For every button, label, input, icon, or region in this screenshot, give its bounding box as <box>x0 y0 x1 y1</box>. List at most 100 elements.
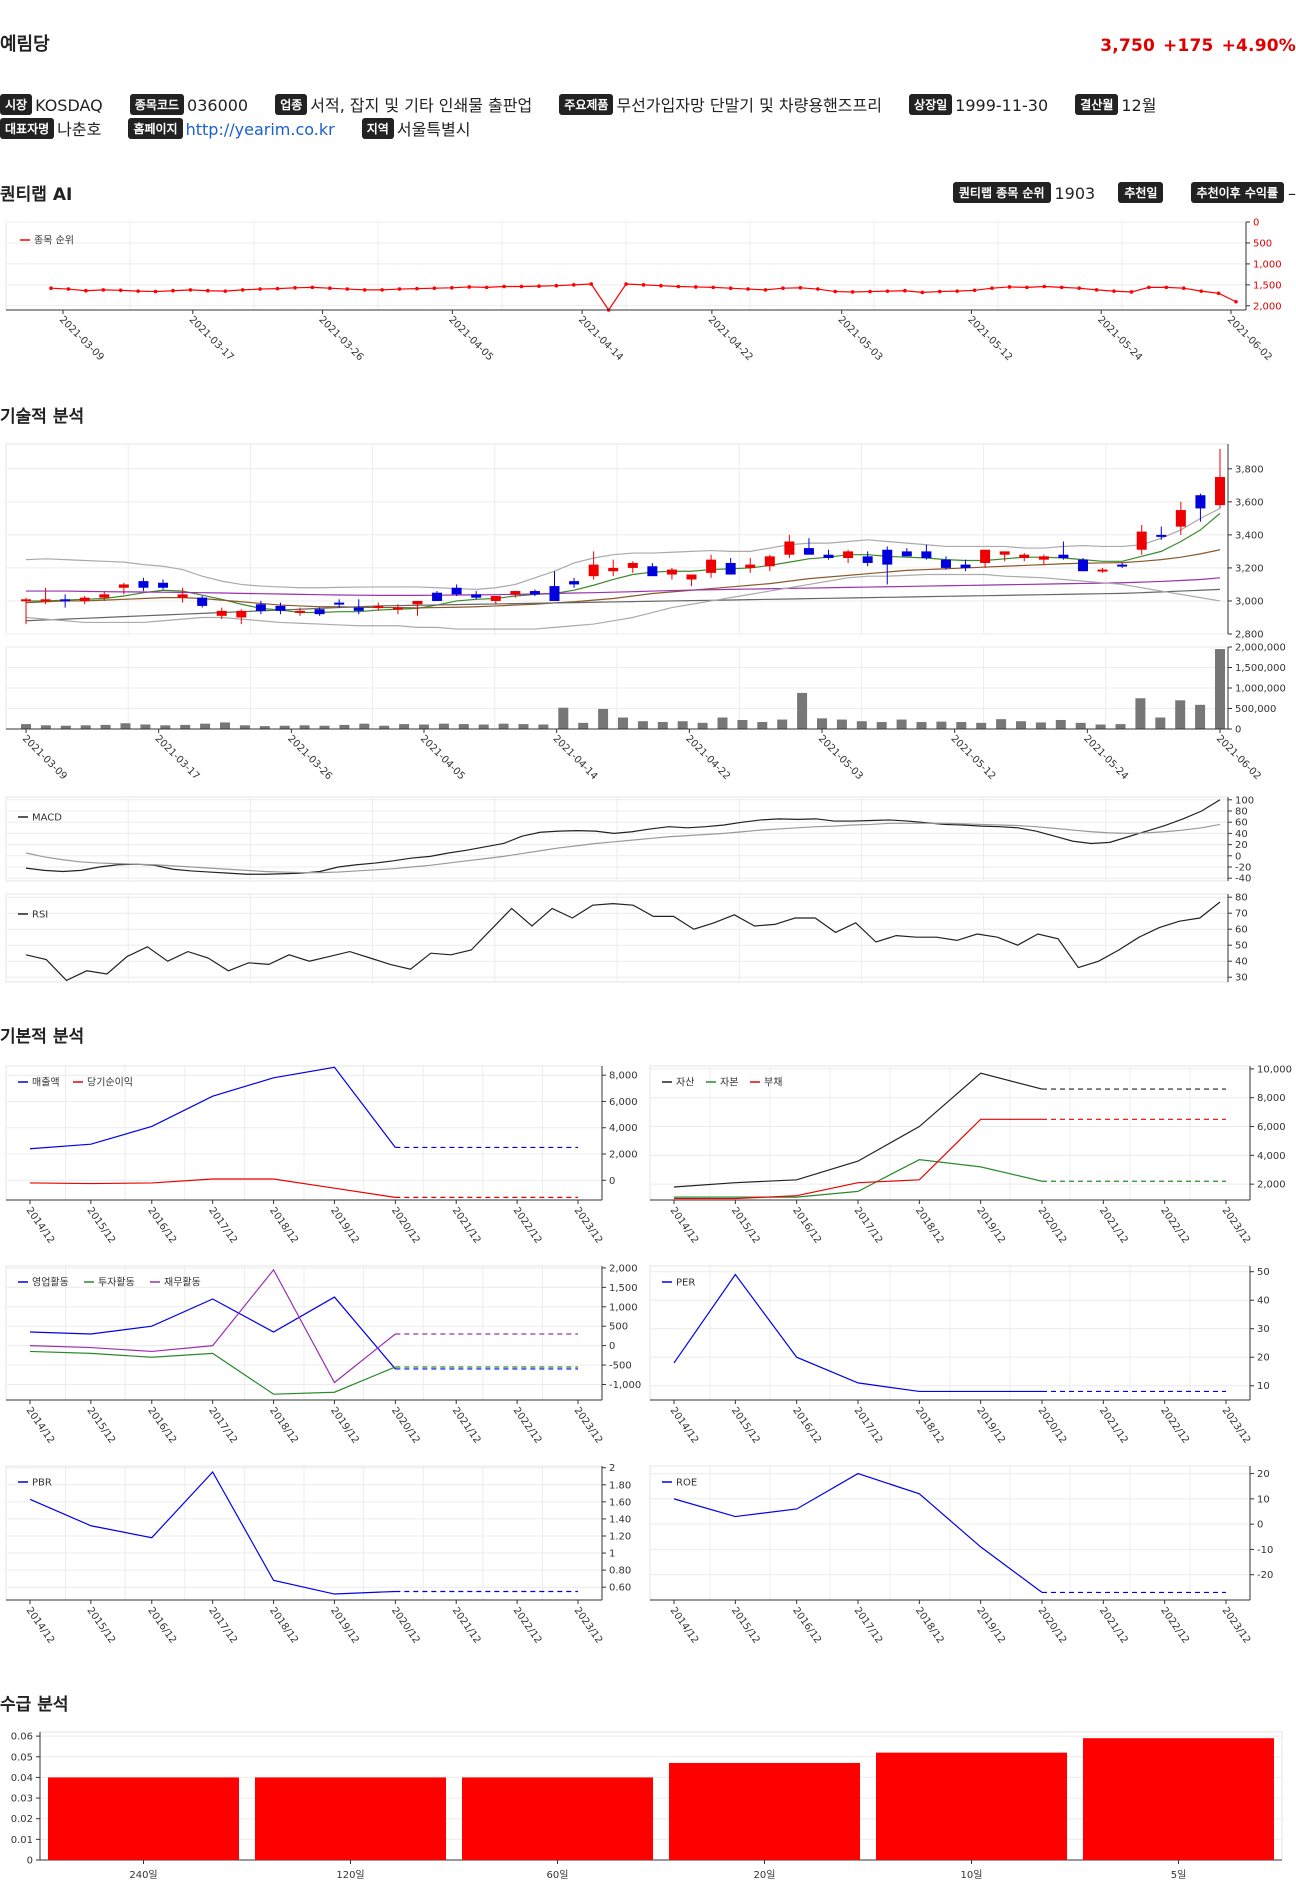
candle-body <box>706 559 717 573</box>
y-tick-label: 4,000 <box>609 1123 638 1134</box>
candle-body <box>647 566 658 577</box>
supply-bar <box>876 1752 1067 1860</box>
candle-body <box>1136 531 1147 550</box>
balance-series-line <box>673 1072 1043 1188</box>
volume-bar <box>1155 717 1166 729</box>
y-tick-label: 60 <box>1235 818 1248 829</box>
y-tick-label: 0.06 <box>11 1732 33 1743</box>
y-tick-label: -20 <box>1257 1570 1273 1581</box>
y-tick-label: -40 <box>1235 874 1251 885</box>
rank-point <box>397 287 402 291</box>
y-tick-label: 1.40 <box>609 1514 631 1525</box>
candle-body <box>118 584 129 588</box>
cashflow-series-line <box>29 1350 396 1395</box>
rank-point <box>49 286 53 291</box>
volume-bar <box>876 722 887 729</box>
x-tick-label: 2020/12 <box>1036 1205 1069 1245</box>
volume-bar <box>777 719 788 729</box>
legend-label: 영업활동 <box>32 1276 69 1289</box>
volume-bar <box>1175 700 1186 729</box>
y-tick-label: 2,000 <box>609 1263 638 1274</box>
candle-body <box>295 610 306 613</box>
rank-point <box>223 289 228 293</box>
price-summary: 3,750 +175 +4.90% <box>1092 36 1296 56</box>
rank-point <box>589 282 594 286</box>
candle-body <box>764 556 775 567</box>
candle-body <box>1019 554 1030 558</box>
volume-bar <box>399 724 410 729</box>
volume-bar <box>319 725 330 729</box>
pbr-series-line <box>29 1470 396 1595</box>
x-tick-label: 2016/12 <box>790 1605 823 1645</box>
y-tick-label: 0.80 <box>609 1566 631 1577</box>
volume-bar <box>578 722 589 729</box>
x-tick-label: 2021-06-02 <box>1214 733 1263 782</box>
current-price: 3,750 <box>1100 36 1156 56</box>
y-tick-label: 70 <box>1235 909 1248 920</box>
candle-body <box>1058 554 1069 558</box>
candle-body <box>236 610 247 618</box>
sales-income-chart: 0 2,000 4,000 6,000 8,000 매출액 당기순이익 2014/12 2015… <box>5 1065 638 1246</box>
return-badge: 추천이후 수익률 <box>1190 182 1284 203</box>
y-tick-label: 20 <box>1257 1353 1270 1364</box>
legend-label: 종목 순위 <box>34 234 74 247</box>
rank-point <box>345 287 350 291</box>
y-tick-label: 0 <box>1257 1520 1263 1531</box>
x-tick-label: 2019/12 <box>974 1205 1007 1245</box>
y-tick-label: 6,000 <box>1257 1122 1286 1133</box>
y-tick-label: 0 <box>609 1176 615 1187</box>
market-value: KOSDAQ <box>35 96 103 115</box>
x-tick-label: 2023/12 <box>572 1205 605 1245</box>
x-tick-label: 2021-03-09 <box>20 733 69 782</box>
volume-bar <box>419 724 429 729</box>
volume-bar <box>1035 722 1046 729</box>
y-tick-label: 10 <box>1257 1494 1270 1505</box>
per-series-line <box>673 1273 1042 1393</box>
ma-line-ma60 <box>26 577 1221 596</box>
rank-point <box>136 289 140 293</box>
candle-body <box>529 591 540 595</box>
candle-body <box>608 567 619 572</box>
x-tick-label: 2017/12 <box>852 1205 885 1245</box>
rank-point <box>711 285 716 290</box>
candle-body <box>666 569 677 575</box>
homepage-link[interactable]: http://yearim.co.kr <box>185 120 335 139</box>
rank-point <box>153 289 158 294</box>
rank-point <box>1007 285 1012 289</box>
x-tick-label: 2017/12 <box>852 1605 885 1645</box>
x-tick-label: 2018/12 <box>913 1405 946 1445</box>
y-tick-label: 0 <box>609 1341 615 1352</box>
y-tick-label: 0.60 <box>609 1583 631 1594</box>
homepage-badge: 홈페이지 <box>128 118 183 139</box>
rank-point <box>693 285 698 289</box>
y-tick-label: 80 <box>1235 807 1248 818</box>
x-tick-label: 2020/12 <box>1036 1605 1069 1645</box>
x-tick-label: 2016/12 <box>145 1205 178 1245</box>
rank-point <box>920 290 925 295</box>
legend-label: 매출액 <box>32 1077 60 1089</box>
x-tick-label: 2022/12 <box>511 1605 544 1645</box>
x-tick-label: 2021-03-26 <box>285 733 334 782</box>
volume-bar <box>160 725 171 729</box>
volume-bar <box>956 722 967 729</box>
info-row-2: 대표자명 나춘호 홈페이지 http://yearim.co.kr 지역 서울특별시 <box>0 116 492 140</box>
y-tick-label: 50 <box>1257 1267 1270 1278</box>
x-tick-label: 2019/12 <box>328 1205 361 1245</box>
y-tick-label: 8,000 <box>609 1071 638 1082</box>
x-tick-label: 2014/12 <box>24 1605 57 1645</box>
y-tick-label: -1,000 <box>609 1380 641 1391</box>
candle-body <box>1156 534 1167 537</box>
candle-body <box>569 581 580 585</box>
section-title-ai: 퀀티랩 AI <box>0 185 73 205</box>
y-tick-label: 30 <box>1257 1324 1270 1335</box>
candle-body <box>197 597 208 606</box>
rank-point <box>432 286 437 291</box>
rank-point <box>868 289 872 294</box>
x-tick-label: 2019/12 <box>328 1405 361 1445</box>
candle-body <box>784 541 795 555</box>
rank-point <box>310 285 315 290</box>
candle-body <box>882 549 893 565</box>
y-tick-label: 2,000 <box>1257 1180 1286 1191</box>
volume-bar <box>339 724 350 729</box>
rank-point <box>554 283 559 288</box>
